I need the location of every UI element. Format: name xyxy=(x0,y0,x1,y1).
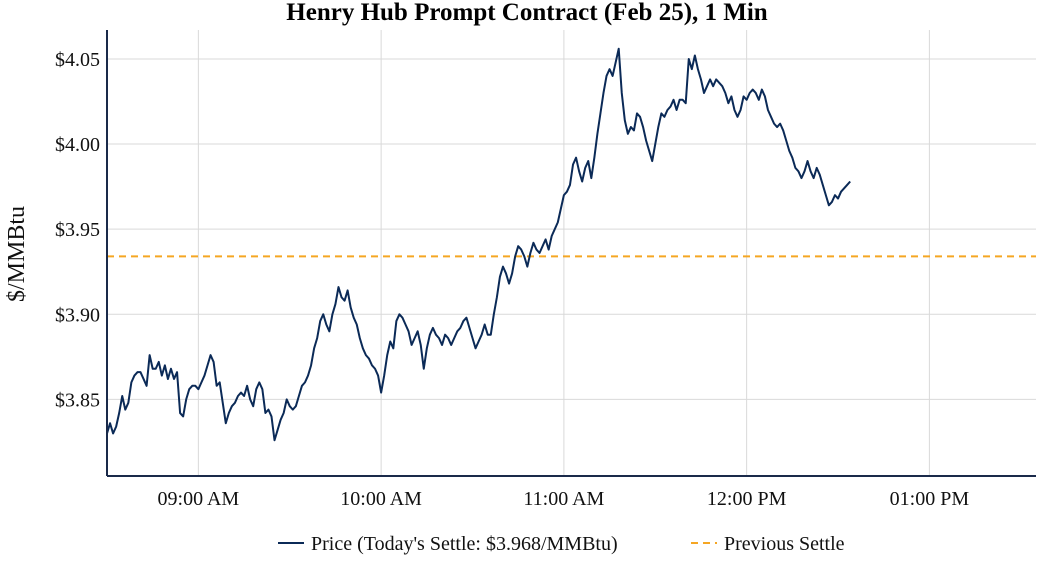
chart-title: Henry Hub Prompt Contract (Feb 25), 1 Mi… xyxy=(286,0,768,26)
y-tick-label: $4.05 xyxy=(55,49,100,71)
legend: Price (Today's Settle: $3.968/MMBtu) Pre… xyxy=(278,533,845,555)
y-axis-label: $/MMBtu xyxy=(4,206,30,302)
x-tick-label: 12:00 PM xyxy=(707,488,787,510)
y-tick-labels: $3.85 $3.90 $3.95 $4.00 $4.05 xyxy=(55,49,100,411)
legend-label-previous-settle: Previous Settle xyxy=(724,533,845,555)
y-tick-label: $3.90 xyxy=(55,304,100,326)
price-series-line xyxy=(106,47,851,442)
y-tick-label: $3.95 xyxy=(55,219,100,241)
x-tick-label: 09:00 AM xyxy=(158,488,240,510)
y-tick-label: $4.00 xyxy=(55,134,100,156)
x-tick-label: 10:00 AM xyxy=(340,488,422,510)
axes xyxy=(106,30,1036,477)
x-tick-label: 11:00 AM xyxy=(523,488,604,510)
x-tick-label: 01:00 PM xyxy=(890,488,970,510)
y-tick-label: $3.85 xyxy=(55,389,100,411)
x-tick-labels: 09:00 AM 10:00 AM 11:00 AM 12:00 PM 01:00 PM xyxy=(158,488,970,510)
legend-label-price: Price (Today's Settle: $3.968/MMBtu) xyxy=(311,533,618,555)
series-layer xyxy=(106,47,851,442)
gridlines xyxy=(107,30,1036,476)
